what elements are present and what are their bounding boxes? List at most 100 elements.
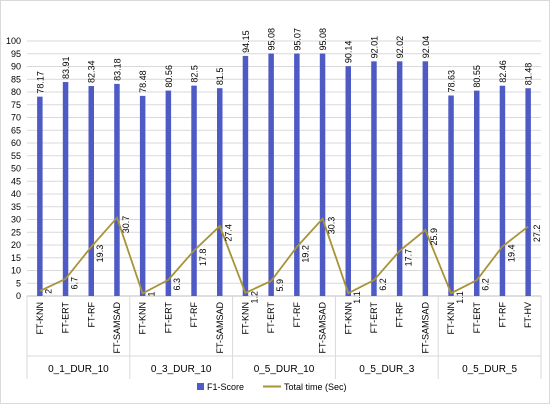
- line-value-label: 1.2: [249, 291, 259, 304]
- bar: [242, 55, 249, 297]
- x-category-label: FT-HV: [523, 302, 533, 328]
- bar: [396, 61, 403, 296]
- bar-value-label: 78.17: [35, 71, 45, 94]
- y-tick-label: 100: [6, 36, 21, 46]
- line-value-label: 30.3: [326, 217, 336, 235]
- line-series-path: [39, 215, 529, 295]
- y-tick-label: 20: [11, 240, 21, 250]
- line-value-label: 30.7: [121, 216, 131, 234]
- bar-value-label: 80.56: [164, 65, 174, 88]
- bars-f1-score: [37, 53, 531, 297]
- bar: [268, 53, 274, 296]
- line-value-label: 19.3: [95, 245, 105, 263]
- y-tick-label: 40: [11, 189, 21, 199]
- line-value-label: 17.7: [404, 249, 414, 267]
- y-tick-label: 85: [11, 74, 21, 84]
- y-tick-label: 90: [11, 62, 21, 72]
- bar-value-label: 81.5: [215, 68, 225, 86]
- legend-swatch-f1-score: [197, 383, 204, 390]
- line-value-label: 1.1: [455, 291, 465, 304]
- line-value-label: 1.1: [352, 291, 362, 304]
- bar-value-label: 83.18: [112, 58, 122, 81]
- legend: F1-Score Total time (Sec): [197, 382, 347, 392]
- line-value-label: 19.2: [301, 245, 311, 263]
- x-category-label: FT-SAMSAD: [112, 302, 122, 354]
- bar-value-label: 82.5: [190, 65, 200, 83]
- line-total-time: [39, 215, 529, 295]
- x-category-label: FT-RF: [497, 302, 507, 328]
- bar: [422, 61, 429, 296]
- bar: [525, 88, 531, 296]
- bar-value-label: 92.01: [369, 36, 379, 59]
- y-tick-label: 10: [11, 266, 21, 276]
- line-value-label: 2: [44, 289, 54, 294]
- bar: [114, 83, 120, 297]
- bar: [165, 90, 172, 297]
- line-value-label: 19.4: [506, 245, 516, 263]
- bar-value-label: 80.55: [472, 65, 482, 88]
- x-category-label: FT-RF: [86, 302, 96, 328]
- x-category-label: FT-KNN: [240, 302, 250, 335]
- line-value-label: 1: [147, 291, 157, 296]
- bar-value-labels: 78.17 83.91 82.34 83.18 78.48 80.56 82.5 81.5 94…: [35, 28, 533, 94]
- y-tick-label: 5: [16, 278, 21, 288]
- y-tick-label: 75: [11, 100, 21, 110]
- line-value-label: 5.9: [275, 279, 285, 292]
- bar-value-label: 95.07: [292, 28, 302, 51]
- line-value-label: 6.2: [481, 278, 491, 291]
- y-tick-label: 65: [11, 125, 21, 135]
- bar: [294, 53, 300, 296]
- x-group-label: 0_1_DUR_10: [48, 364, 109, 375]
- bar-value-label: 81.48: [524, 63, 534, 86]
- y-tick-label: 70: [11, 113, 21, 123]
- legend-label-total-time: Total time (Sec): [284, 382, 347, 392]
- bar: [319, 53, 326, 296]
- line-value-label: 27.4: [224, 224, 234, 242]
- line-value-label: 17.8: [198, 249, 208, 267]
- bar-value-label: 78.63: [447, 70, 457, 93]
- x-category-label: FT-ERT: [266, 302, 276, 334]
- y-tick-label: 25: [11, 227, 21, 237]
- x-group-label: 0_3_DUR_10: [151, 364, 212, 375]
- line-value-label: 6.2: [378, 278, 388, 291]
- x-category-labels: FT-KNN FT-ERT FT-RF FT-SAMSAD FT-KNN FT-ERT FT…: [35, 302, 533, 354]
- y-tick-label: 60: [11, 138, 21, 148]
- line-value-label: 6.3: [172, 278, 182, 291]
- bar: [139, 95, 146, 296]
- x-group-label: 0_5_DUR_3: [359, 364, 414, 375]
- bar-value-label: 92.04: [421, 36, 431, 59]
- x-category-label: FT-KNN: [35, 302, 45, 335]
- y-tick-label: 0: [16, 291, 21, 301]
- bar-value-label: 78.48: [138, 70, 148, 93]
- bar-value-label: 95.08: [267, 28, 277, 51]
- bar: [345, 66, 351, 296]
- y-tick-label: 30: [11, 215, 21, 225]
- x-category-label: FT-KNN: [446, 302, 456, 335]
- x-category-label: FT-RF: [189, 302, 199, 328]
- bar: [37, 96, 43, 296]
- y-tick-label: 95: [11, 49, 21, 59]
- bar-value-label: 83.91: [61, 56, 71, 79]
- x-category-label: FT-RF: [292, 302, 302, 328]
- x-category-label: FT-RF: [395, 302, 405, 328]
- bar: [62, 82, 69, 296]
- bar: [191, 85, 197, 296]
- legend-label-f1-score: F1-Score: [207, 382, 244, 392]
- y-tick-label: 35: [11, 202, 21, 212]
- y-tick-label: 80: [11, 87, 21, 97]
- y-axis-ticks: 0 5 10 15 20 25 30 35 40 45 50 55 60 65 70 75 80 85 90 95 10…: [6, 36, 21, 301]
- y-tick-label: 55: [11, 151, 21, 161]
- bar-value-label: 95.08: [318, 28, 328, 51]
- bar-value-label: 82.34: [87, 61, 97, 84]
- x-category-label: FT-SAMSAD: [420, 302, 430, 354]
- bar: [371, 61, 377, 297]
- bar: [448, 95, 454, 296]
- y-tick-label: 45: [11, 176, 21, 186]
- line-value-label: 6.7: [69, 277, 79, 290]
- line-value-label: 25.9: [429, 228, 439, 246]
- x-group-label: 0_5_DUR_10: [254, 364, 315, 375]
- bar-value-label: 90.14: [344, 41, 354, 64]
- bar-value-label: 82.46: [498, 60, 508, 83]
